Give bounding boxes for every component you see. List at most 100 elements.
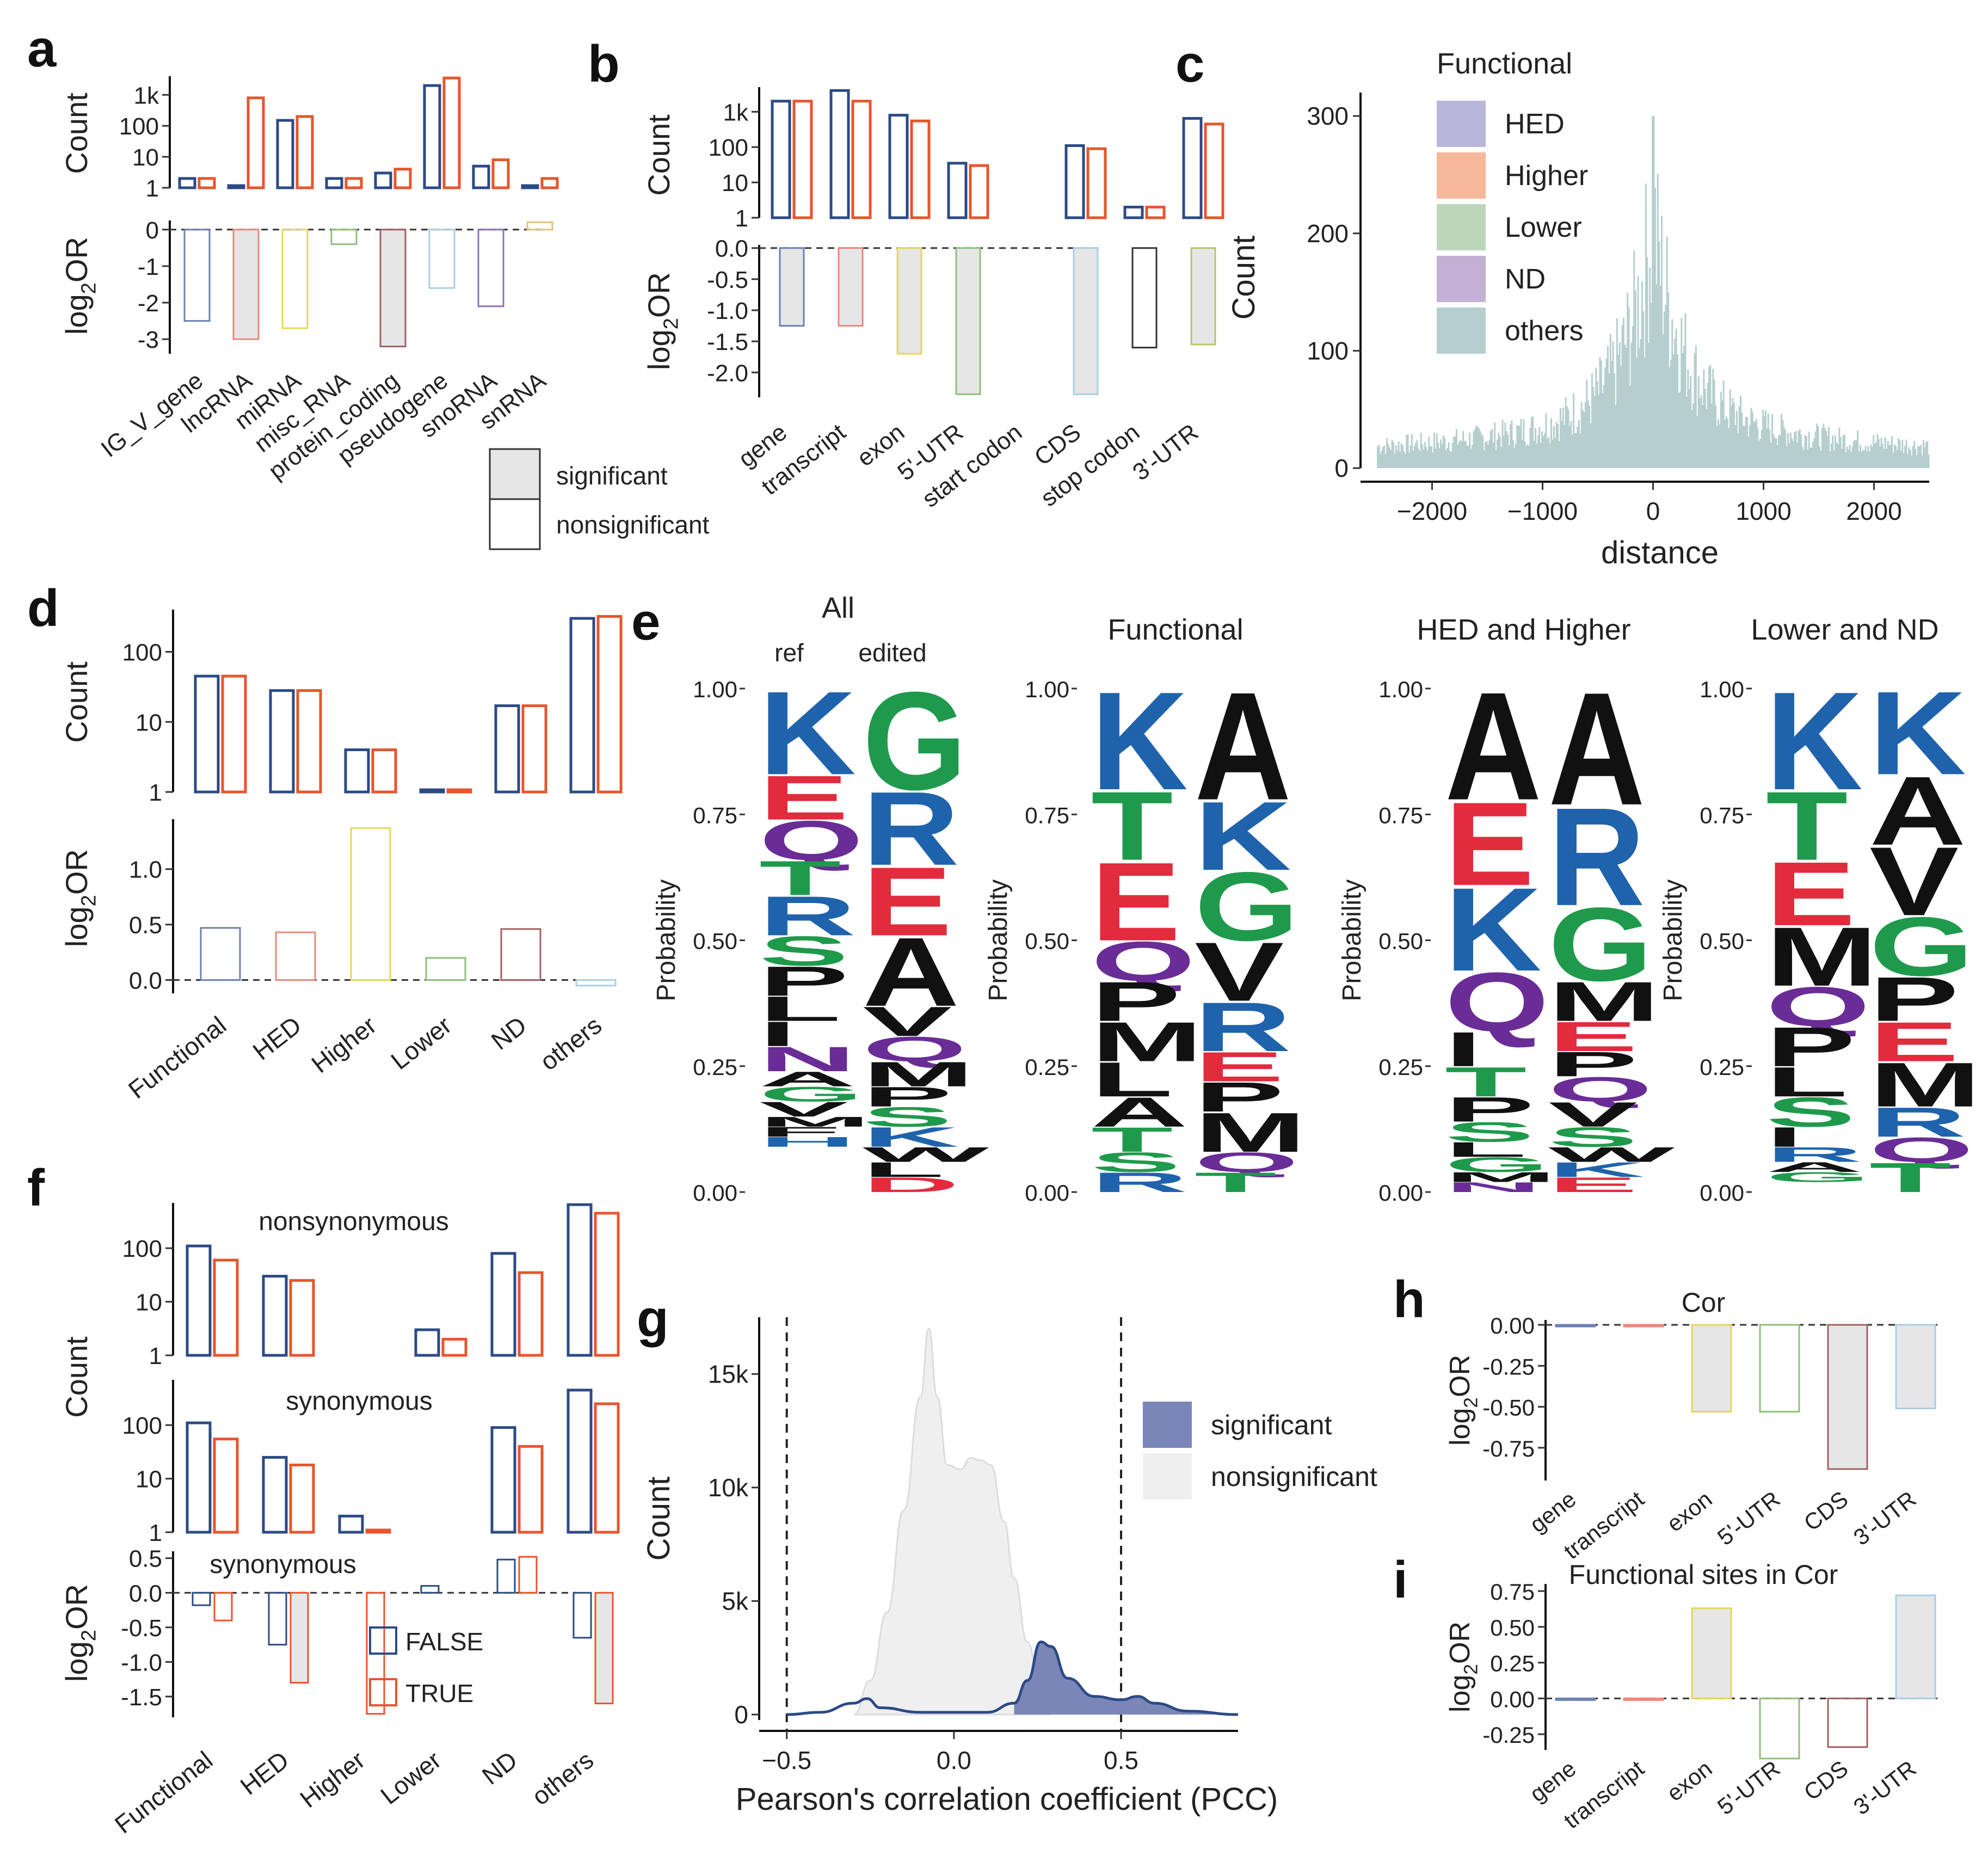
c-histogram-bar	[1915, 449, 1917, 468]
log-part: log	[642, 329, 676, 370]
f-syn-false-bar	[338, 1514, 364, 1534]
c-histogram-bar	[1922, 440, 1924, 468]
e-logo-letter: N	[1445, 1180, 1542, 1195]
f-count-label: Count	[59, 1336, 94, 1418]
e-logo-letter: I	[1445, 1022, 1482, 1077]
c-histogram-bar	[1520, 419, 1522, 468]
h-category-label: CDS	[1799, 1486, 1853, 1536]
log2or-label: log2OR	[59, 1584, 101, 1682]
c-histogram-bar	[1803, 450, 1805, 468]
c-histogram-bar	[1482, 435, 1484, 468]
e-logo-letter: P	[1445, 1090, 1534, 1129]
e-logo-letter: L	[1766, 1059, 1848, 1105]
c-histogram-bar	[1762, 409, 1764, 468]
c-histogram-bar	[1445, 450, 1447, 468]
c-histogram-bar	[1467, 446, 1469, 468]
c-histogram-bar	[1737, 433, 1739, 468]
f-nonsyn-true-bar	[518, 1271, 544, 1357]
c-histogram-bar	[1574, 433, 1576, 468]
e-ref-label: ref	[774, 638, 804, 667]
c-histogram-bar	[1741, 412, 1743, 468]
c-legend-label: HED	[1505, 108, 1565, 140]
c-histogram-bar	[1486, 441, 1488, 468]
d-count-tick-label: 10	[136, 709, 162, 736]
c-histogram-bar	[1662, 334, 1664, 468]
e-logo-letter: P	[1091, 970, 1180, 1033]
c-histogram-bar	[1629, 385, 1632, 468]
e-y-tick-label: 0.00	[693, 1180, 737, 1206]
c-histogram-bar	[1552, 439, 1554, 468]
f-true-log2or-bar	[594, 1592, 614, 1705]
a-true-bar	[393, 168, 412, 189]
a-false-bar	[423, 84, 441, 189]
e-logo-letter: S	[1445, 1116, 1534, 1147]
c-histogram-bar	[1528, 446, 1530, 468]
e-logo-letter: S	[759, 928, 848, 974]
c-histogram-bar	[1396, 450, 1399, 468]
c-histogram-bar	[1779, 435, 1781, 468]
c-histogram-bar	[1387, 444, 1389, 468]
f-syn-true-bar	[213, 1438, 239, 1534]
c-histogram-bar	[1475, 425, 1478, 468]
c-x-tick-label: 2000	[1846, 497, 1901, 525]
f-syn-tick-label: 100	[122, 1412, 162, 1439]
c-histogram-bar	[1487, 445, 1490, 468]
c-histogram-bar	[1435, 448, 1437, 468]
c-histogram-bar	[1716, 426, 1718, 468]
c-histogram-bar	[1426, 451, 1429, 468]
c-histogram-bar	[1843, 434, 1845, 468]
e-y-tick-label: 0.75	[1025, 802, 1069, 828]
c-histogram-bar	[1584, 402, 1586, 468]
c-histogram-bar	[1681, 318, 1683, 468]
c-histogram-bar	[1887, 441, 1889, 468]
c-histogram-bar	[1473, 431, 1475, 468]
e-logo-letter: L	[1445, 1138, 1527, 1161]
c-histogram-bar	[1665, 305, 1667, 468]
c-histogram-bar	[1813, 438, 1815, 468]
g-x-tick-label: 0.5	[1104, 1746, 1138, 1774]
c-histogram-bar	[1425, 447, 1427, 468]
c-histogram-bar	[1708, 367, 1710, 468]
f-nonsyn-false-bar	[490, 1252, 516, 1357]
subscript: 2	[1461, 1664, 1482, 1675]
a-count-tick-label: 10	[132, 144, 159, 171]
c-histogram-bar	[1579, 433, 1581, 468]
c-histogram-bar	[1546, 438, 1548, 468]
c-histogram-bar	[1548, 437, 1550, 468]
b-true-bar	[910, 119, 931, 219]
c-histogram-bar	[1384, 454, 1387, 468]
c-histogram-bar	[1513, 447, 1516, 468]
e-y-tick-label: 1.00	[1700, 677, 1744, 702]
e-logo-letter: R	[1195, 988, 1291, 1066]
e-y-tick-label: 0.25	[693, 1054, 737, 1080]
c-histogram-bar	[1461, 441, 1463, 468]
a-false-bar	[276, 119, 294, 189]
legend-nonsignificant-label: nonsignificant	[556, 511, 710, 539]
c-histogram-bar	[1412, 451, 1414, 468]
e-logo-letter: I	[759, 1015, 796, 1054]
f-nonsyn-label: nonsynonymous	[258, 1207, 449, 1236]
c-histogram-bar	[1684, 314, 1687, 468]
a-true-bar	[344, 177, 363, 189]
i-log-tick-label: 0.75	[1490, 1579, 1535, 1605]
c-histogram-bar	[1492, 443, 1494, 468]
b-false-bar	[829, 89, 850, 219]
c-histogram-bar	[1454, 437, 1456, 468]
i-category-label: 3'-UTR	[1849, 1755, 1921, 1820]
c-histogram-bar	[1775, 438, 1777, 468]
c-histogram-bar	[1403, 451, 1405, 468]
c-histogram-bar	[1751, 411, 1753, 468]
c-histogram-bar	[1599, 357, 1601, 468]
h-log2or-bar	[1827, 1324, 1868, 1470]
h-log2or-axis-title: log2OR	[1444, 1355, 1482, 1446]
c-histogram-bar	[1570, 421, 1572, 468]
b-log-tick-label: -2.0	[707, 360, 748, 386]
c-histogram-bar	[1417, 448, 1419, 468]
c-histogram-bar	[1413, 445, 1415, 468]
b-log2or-bar	[779, 247, 805, 327]
c-histogram-bar	[1715, 405, 1717, 468]
c-histogram-bar	[1832, 435, 1834, 468]
c-histogram-bar	[1830, 443, 1832, 468]
panel-letter: c	[1175, 35, 1204, 93]
c-histogram-bar	[1694, 353, 1696, 468]
